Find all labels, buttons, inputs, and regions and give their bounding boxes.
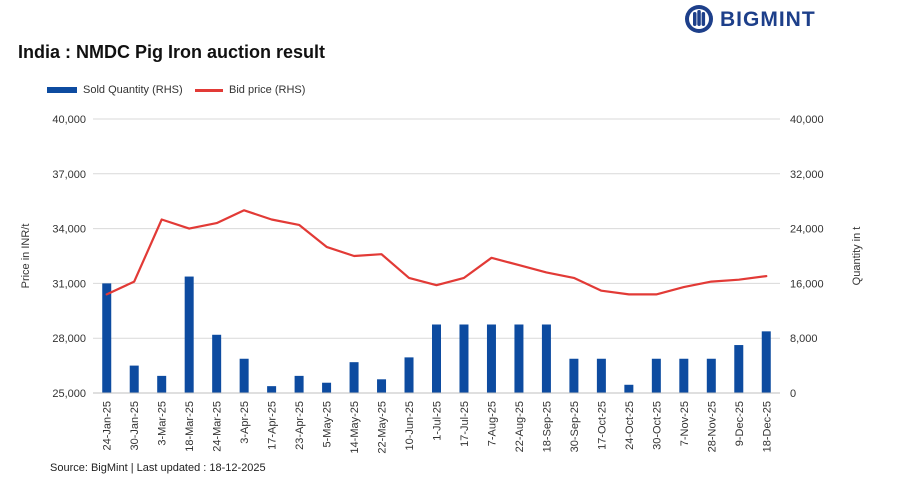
- chart-title: India : NMDC Pig Iron auction result: [18, 42, 326, 62]
- x-tick-label: 22-May-25: [377, 401, 389, 454]
- bar-sold-quantity: [514, 324, 524, 393]
- x-tick-label: 30-Sep-25: [569, 401, 581, 452]
- brand-logo: BIGMINT: [684, 4, 854, 34]
- y-tick-label-right: 32,000: [790, 169, 824, 181]
- x-tick-label: 30-Oct-25: [651, 401, 663, 450]
- bar-sold-quantity: [734, 345, 744, 393]
- source-note: Source: BigMint | Last updated : 18-12-2…: [50, 462, 266, 474]
- bar-sold-quantity: [404, 357, 414, 393]
- y-tick-label-right: 8,000: [790, 333, 818, 345]
- x-tick-label: 18-Dec-25: [761, 401, 773, 452]
- legend-item-sold-quantity: Sold Quantity (RHS): [47, 84, 183, 96]
- x-tick-label: 17-Oct-25: [596, 401, 608, 450]
- x-tick-label: 3-Apr-25: [239, 401, 251, 444]
- x-tick-label: 22-Aug-25: [514, 401, 526, 452]
- bar-sold-quantity: [129, 365, 139, 393]
- bar-sold-quantity: [486, 324, 496, 393]
- bar-sold-quantity: [459, 324, 469, 393]
- bar-sold-quantity: [651, 358, 661, 393]
- bar-sold-quantity: [102, 283, 112, 393]
- bar-sold-quantity: [761, 331, 771, 393]
- x-tick-label: 10-Jun-25: [404, 401, 416, 451]
- bigmint-logo-icon: [685, 5, 713, 33]
- legend-swatch-bar: [47, 87, 77, 94]
- bar-sold-quantity: [294, 375, 304, 393]
- x-tick-label: 3-Mar-25: [157, 401, 169, 446]
- bar-sold-quantity: [322, 382, 332, 393]
- y-axis-title-left: Price in INR/t: [20, 224, 32, 289]
- bar-sold-quantity: [624, 384, 634, 393]
- x-tick-label: 17-Jul-25: [459, 401, 471, 447]
- x-tick-label: 23-Apr-25: [294, 401, 306, 450]
- line-bid-price: [105, 209, 768, 296]
- x-tick-label: 30-Jan-25: [129, 401, 141, 451]
- y-tick-label-left: 34,000: [52, 224, 86, 236]
- x-tick-label: 1-Jul-25: [432, 401, 444, 441]
- y-tick-label-right: 16,000: [790, 278, 824, 290]
- x-tick-label: 17-Apr-25: [267, 401, 279, 450]
- y-axis-title-right: Quantity in t: [851, 227, 863, 286]
- bar-sold-quantity: [212, 334, 222, 393]
- legend-swatch-line: [195, 88, 223, 92]
- bar-sold-quantity: [267, 386, 277, 393]
- y-tick-label-left: 37,000: [52, 169, 86, 181]
- y-tick-label-left: 31,000: [52, 278, 86, 290]
- y-tick-label-left: 25,000: [52, 388, 86, 400]
- x-tick-label: 18-Mar-25: [184, 401, 196, 452]
- bar-sold-quantity: [541, 324, 551, 393]
- x-tick-label: 7-Aug-25: [486, 401, 498, 446]
- x-tick-label: 24-Oct-25: [624, 401, 636, 450]
- legend-item-bid-price: Bid price (RHS): [195, 84, 305, 96]
- x-tick-label: 7-Nov-25: [679, 401, 691, 446]
- bar-sold-quantity: [432, 324, 441, 393]
- x-tick-label: 24-Mar-25: [212, 401, 224, 452]
- x-tick-label: 5-May-25: [322, 401, 334, 447]
- legend-label-bid-price: Bid price (RHS): [229, 84, 306, 96]
- bar-sold-quantity: [596, 358, 606, 393]
- x-tick-label: 18-Sep-25: [541, 401, 553, 452]
- bar-sold-quantity: [377, 379, 387, 393]
- y-tick-label-right: 0: [790, 388, 796, 400]
- bar-sold-quantity: [184, 276, 194, 393]
- y-tick-label-left: 40,000: [52, 114, 86, 126]
- x-tick-label: 24-Jan-25: [102, 401, 114, 451]
- bar-sold-quantity: [706, 358, 716, 393]
- bar-sold-quantity: [239, 358, 249, 393]
- bar-sold-quantity: [349, 362, 359, 393]
- y-tick-label-right: 24,000: [790, 224, 824, 236]
- bar-sold-quantity: [157, 375, 167, 393]
- legend-label-sold-quantity: Sold Quantity (RHS): [83, 84, 183, 96]
- logo-text: BIGMINT: [720, 8, 816, 31]
- y-tick-label-left: 28,000: [52, 333, 86, 345]
- bar-sold-quantity: [569, 358, 579, 393]
- x-tick-label: 28-Nov-25: [706, 401, 718, 452]
- bar-sold-quantity: [679, 358, 689, 393]
- x-tick-label: 9-Dec-25: [734, 401, 746, 446]
- y-tick-label-right: 40,000: [790, 114, 824, 126]
- x-tick-label: 14-May-25: [349, 401, 361, 454]
